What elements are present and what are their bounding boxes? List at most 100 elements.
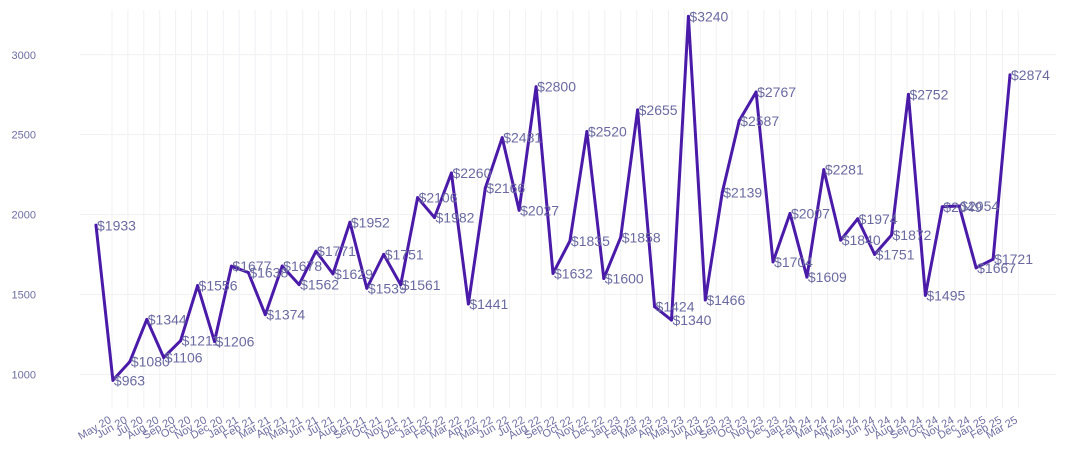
data-label: $2054 bbox=[960, 198, 999, 214]
data-label: $1667 bbox=[977, 260, 1016, 276]
data-point bbox=[737, 119, 741, 123]
data-point bbox=[873, 252, 877, 256]
data-label: $1751 bbox=[876, 246, 915, 262]
data-label: $2520 bbox=[588, 123, 627, 139]
data-label: $1441 bbox=[469, 296, 508, 312]
data-label: $2106 bbox=[419, 190, 458, 206]
data-point bbox=[653, 305, 657, 309]
data-point bbox=[771, 260, 775, 264]
data-point bbox=[517, 208, 521, 212]
data-label: $1638 bbox=[249, 264, 288, 280]
data-point bbox=[111, 378, 115, 382]
data-point bbox=[669, 318, 673, 322]
data-point bbox=[822, 168, 826, 172]
data-label: $1466 bbox=[706, 292, 745, 308]
data-point bbox=[991, 257, 995, 261]
data-label: $1340 bbox=[672, 312, 711, 328]
data-point bbox=[636, 108, 640, 112]
data-point bbox=[703, 298, 707, 302]
data-label: $1751 bbox=[385, 246, 424, 262]
data-label: $1678 bbox=[283, 258, 322, 274]
data-label: $2260 bbox=[452, 165, 491, 181]
data-label: $1374 bbox=[266, 307, 305, 323]
data-label: $1211 bbox=[182, 333, 220, 349]
data-point bbox=[839, 238, 843, 242]
data-point bbox=[263, 313, 267, 317]
data-point bbox=[128, 360, 132, 364]
y-axis: 1000 1500 2000 2500 3000 bbox=[12, 50, 36, 382]
data-point bbox=[940, 205, 944, 209]
data-label: $1872 bbox=[893, 227, 932, 243]
data-label: $1495 bbox=[926, 287, 965, 303]
data-label: $1424 bbox=[656, 299, 695, 315]
data-point bbox=[974, 266, 978, 270]
data-label: $1561 bbox=[402, 277, 441, 293]
data-label: $1982 bbox=[436, 209, 475, 225]
y-tick-label: 2000 bbox=[12, 210, 36, 222]
data-label: $2007 bbox=[791, 205, 830, 221]
data-point bbox=[297, 283, 301, 287]
data-point bbox=[466, 302, 470, 306]
data-point bbox=[212, 340, 216, 344]
data-label: $1771 bbox=[317, 243, 356, 259]
data-label: $3240 bbox=[689, 8, 728, 24]
data-point bbox=[94, 223, 98, 227]
data-point bbox=[568, 239, 572, 243]
data-label: $1106 bbox=[165, 349, 203, 365]
data-label: $1206 bbox=[215, 334, 254, 350]
data-label: $1539 bbox=[368, 280, 407, 296]
data-point bbox=[280, 264, 284, 268]
data-point bbox=[534, 85, 538, 89]
data-label: $1974 bbox=[859, 211, 898, 227]
data-point bbox=[145, 317, 149, 321]
data-label: $1840 bbox=[842, 232, 881, 248]
data-point bbox=[890, 233, 894, 237]
data-label: $2166 bbox=[486, 180, 525, 196]
data-label: $2874 bbox=[1011, 67, 1050, 83]
data-labels: $1933 $963 $1080 $1344 $1106$1211 $1556 $1206 $… bbox=[94, 8, 1050, 388]
data-label: $2481 bbox=[503, 130, 542, 146]
data-label: $2655 bbox=[639, 102, 678, 118]
data-label: $1629 bbox=[334, 266, 373, 282]
data-label: $2752 bbox=[909, 86, 948, 102]
y-tick-label: 1000 bbox=[12, 369, 36, 381]
data-point bbox=[585, 129, 589, 133]
data-label: $1632 bbox=[554, 265, 593, 281]
data-label: $1677 bbox=[232, 258, 271, 274]
data-point bbox=[602, 277, 606, 281]
grid bbox=[80, 10, 1056, 408]
data-point bbox=[179, 339, 183, 343]
data-label: $2139 bbox=[723, 184, 762, 200]
data-label: $1835 bbox=[571, 233, 610, 249]
data-point bbox=[619, 235, 623, 239]
data-label: $1952 bbox=[351, 214, 390, 230]
data-label: $2281 bbox=[825, 162, 864, 178]
data-point bbox=[906, 92, 910, 96]
data-label: $2800 bbox=[537, 79, 576, 95]
data-point bbox=[399, 283, 403, 287]
data-label: $963 bbox=[114, 372, 145, 388]
data-point bbox=[314, 249, 318, 253]
data-label: $1609 bbox=[808, 269, 847, 285]
data-point bbox=[246, 270, 250, 274]
data-label: $1080 bbox=[131, 354, 170, 370]
data-point bbox=[483, 186, 487, 190]
data-point bbox=[754, 90, 758, 94]
data-label: $1858 bbox=[622, 229, 661, 245]
data-point bbox=[331, 272, 335, 276]
y-tick-label: 3000 bbox=[12, 50, 36, 62]
data-point bbox=[551, 271, 555, 275]
data-label: $2049 bbox=[943, 199, 982, 215]
data-point bbox=[229, 264, 233, 268]
data-label: $1556 bbox=[199, 278, 238, 294]
data-point bbox=[500, 136, 504, 140]
data-point bbox=[162, 355, 166, 359]
data-label: $2027 bbox=[520, 202, 559, 218]
data-point bbox=[805, 275, 809, 279]
data-point bbox=[348, 220, 352, 224]
data-label: $1562 bbox=[300, 277, 339, 293]
data-point bbox=[365, 286, 369, 290]
series-line bbox=[94, 14, 1012, 382]
data-label: $1721 bbox=[994, 251, 1033, 267]
